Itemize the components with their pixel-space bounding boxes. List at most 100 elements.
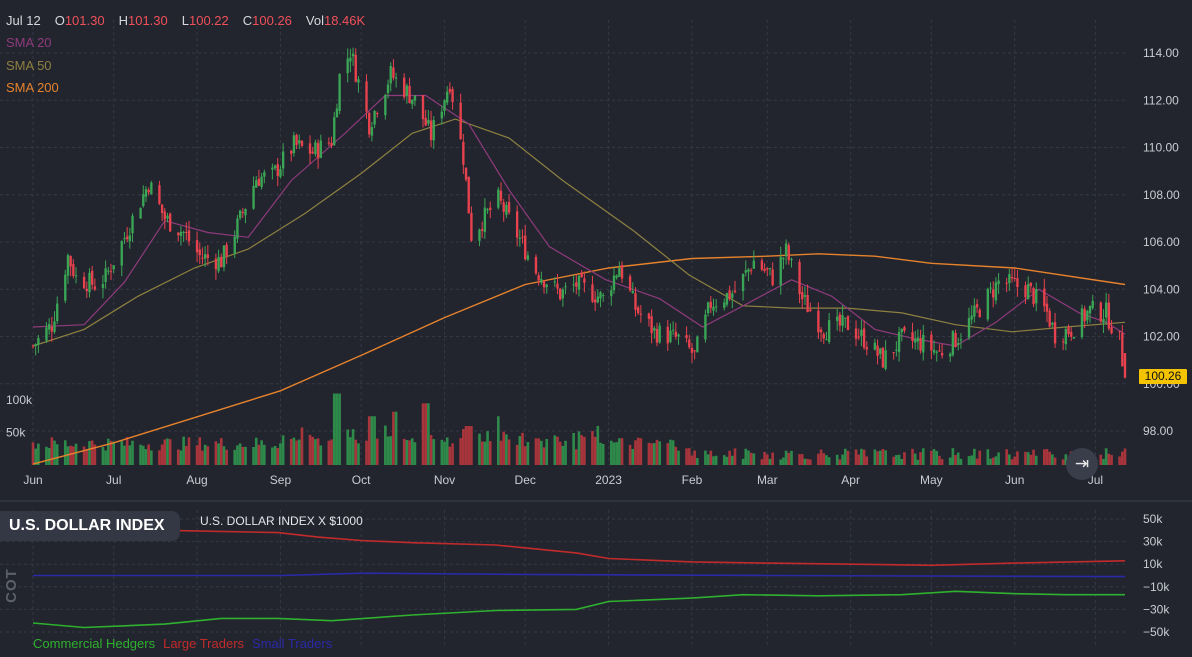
candle-body: [1026, 284, 1030, 300]
candle-body: [276, 164, 279, 176]
volume-bar: [53, 440, 56, 465]
volume-bar: [666, 443, 670, 465]
candle-body: [997, 280, 1000, 285]
candle-body: [260, 176, 263, 188]
volume-bar: [561, 445, 565, 465]
volume-bar: [179, 450, 183, 465]
candle-body: [540, 279, 543, 283]
candle-body: [534, 256, 538, 274]
volume-bar: [187, 437, 191, 465]
candle-body: [653, 328, 656, 331]
candle-body: [330, 142, 333, 146]
volume-bar: [63, 440, 67, 465]
volume-bar: [257, 444, 261, 465]
volume-bar: [591, 431, 594, 465]
candle-body: [1072, 337, 1076, 339]
sma20-legend[interactable]: SMA 20: [6, 35, 52, 50]
candle-body: [206, 254, 210, 258]
candle-body: [841, 315, 844, 326]
volume-bar: [225, 449, 228, 465]
volume-bar: [537, 438, 540, 465]
volume-bar: [332, 393, 336, 465]
volume-bar: [206, 446, 210, 465]
volume-bar: [50, 437, 54, 465]
volume-bar: [330, 439, 333, 465]
volume-bar: [763, 451, 766, 465]
candle-body: [125, 236, 129, 240]
volume-bar: [744, 448, 748, 465]
cot-tick-label: −10k: [1143, 580, 1170, 594]
volume-bar: [900, 459, 904, 465]
candle-body: [854, 328, 858, 339]
candle-body: [556, 283, 559, 289]
candle-body: [489, 207, 492, 210]
candle-body: [844, 317, 847, 319]
candle-body: [749, 270, 753, 272]
volume-value: 18.46K: [323, 13, 366, 28]
volume-bar: [486, 431, 489, 465]
volume-bar: [66, 446, 70, 465]
volume-bar: [201, 450, 204, 465]
volume-bar: [916, 459, 920, 465]
candle-body: [895, 349, 898, 351]
candle-body: [327, 142, 331, 144]
candle-body: [973, 305, 976, 317]
volume-bar: [975, 458, 979, 465]
volume-bar: [940, 459, 944, 465]
candle-body: [497, 189, 500, 208]
candle-body: [233, 236, 236, 254]
volume-bar: [1061, 459, 1065, 465]
candle-body: [308, 143, 312, 154]
candle-body: [827, 320, 831, 342]
volume-bar: [168, 439, 172, 465]
volume-bar: [182, 436, 185, 465]
candle-body: [636, 307, 640, 314]
candle-body: [693, 350, 696, 352]
volume-bar: [279, 443, 282, 465]
candle-body: [290, 151, 293, 154]
volume-bar: [289, 439, 293, 465]
volume-bar: [779, 459, 783, 465]
cot-legend-large[interactable]: Large Traders: [163, 636, 245, 651]
volume-bar: [790, 450, 793, 465]
volume-bar: [534, 438, 538, 465]
sma20-line: [32, 94, 1126, 347]
volume-bar: [112, 441, 116, 465]
candle-body: [1102, 319, 1105, 323]
candle-body: [709, 301, 712, 308]
candle-body: [801, 292, 804, 300]
volume-bar: [714, 455, 718, 465]
volume-bar: [233, 449, 237, 465]
volume-bar: [841, 454, 844, 465]
candle-body: [1010, 276, 1014, 279]
volume-bar: [658, 441, 662, 465]
candle-body: [1086, 310, 1089, 321]
candle-body: [440, 111, 444, 119]
candle-body: [429, 120, 433, 140]
cot-legend-commercial[interactable]: Commercial Hedgers: [33, 636, 156, 651]
candle-body: [704, 314, 707, 340]
candle-body: [647, 313, 651, 319]
candle-body: [386, 84, 390, 94]
volume-bar: [612, 442, 616, 465]
volume-bar: [911, 448, 914, 465]
candle-body: [723, 302, 726, 308]
candle-body: [408, 85, 411, 103]
candle-body: [674, 331, 678, 337]
candle-body: [948, 353, 952, 357]
volume-bar: [424, 403, 428, 465]
sma50-legend[interactable]: SMA 50: [6, 58, 52, 73]
sma200-legend[interactable]: SMA 200: [6, 80, 59, 95]
price-grid: 98.00100.00102.00104.00106.00108.00110.0…: [0, 20, 1180, 487]
candle-body: [31, 345, 35, 347]
candle-body: [583, 278, 586, 283]
volume-bar: [1064, 454, 1068, 465]
go-to-latest-button[interactable]: ⇥: [1066, 448, 1098, 480]
volume-bar: [365, 440, 368, 465]
volume-bar: [37, 443, 40, 465]
volume-bar: [370, 416, 374, 465]
candle-body: [881, 347, 885, 368]
time-tick-label: Sep: [270, 473, 292, 487]
cot-legend-small[interactable]: Small Traders: [252, 636, 333, 651]
